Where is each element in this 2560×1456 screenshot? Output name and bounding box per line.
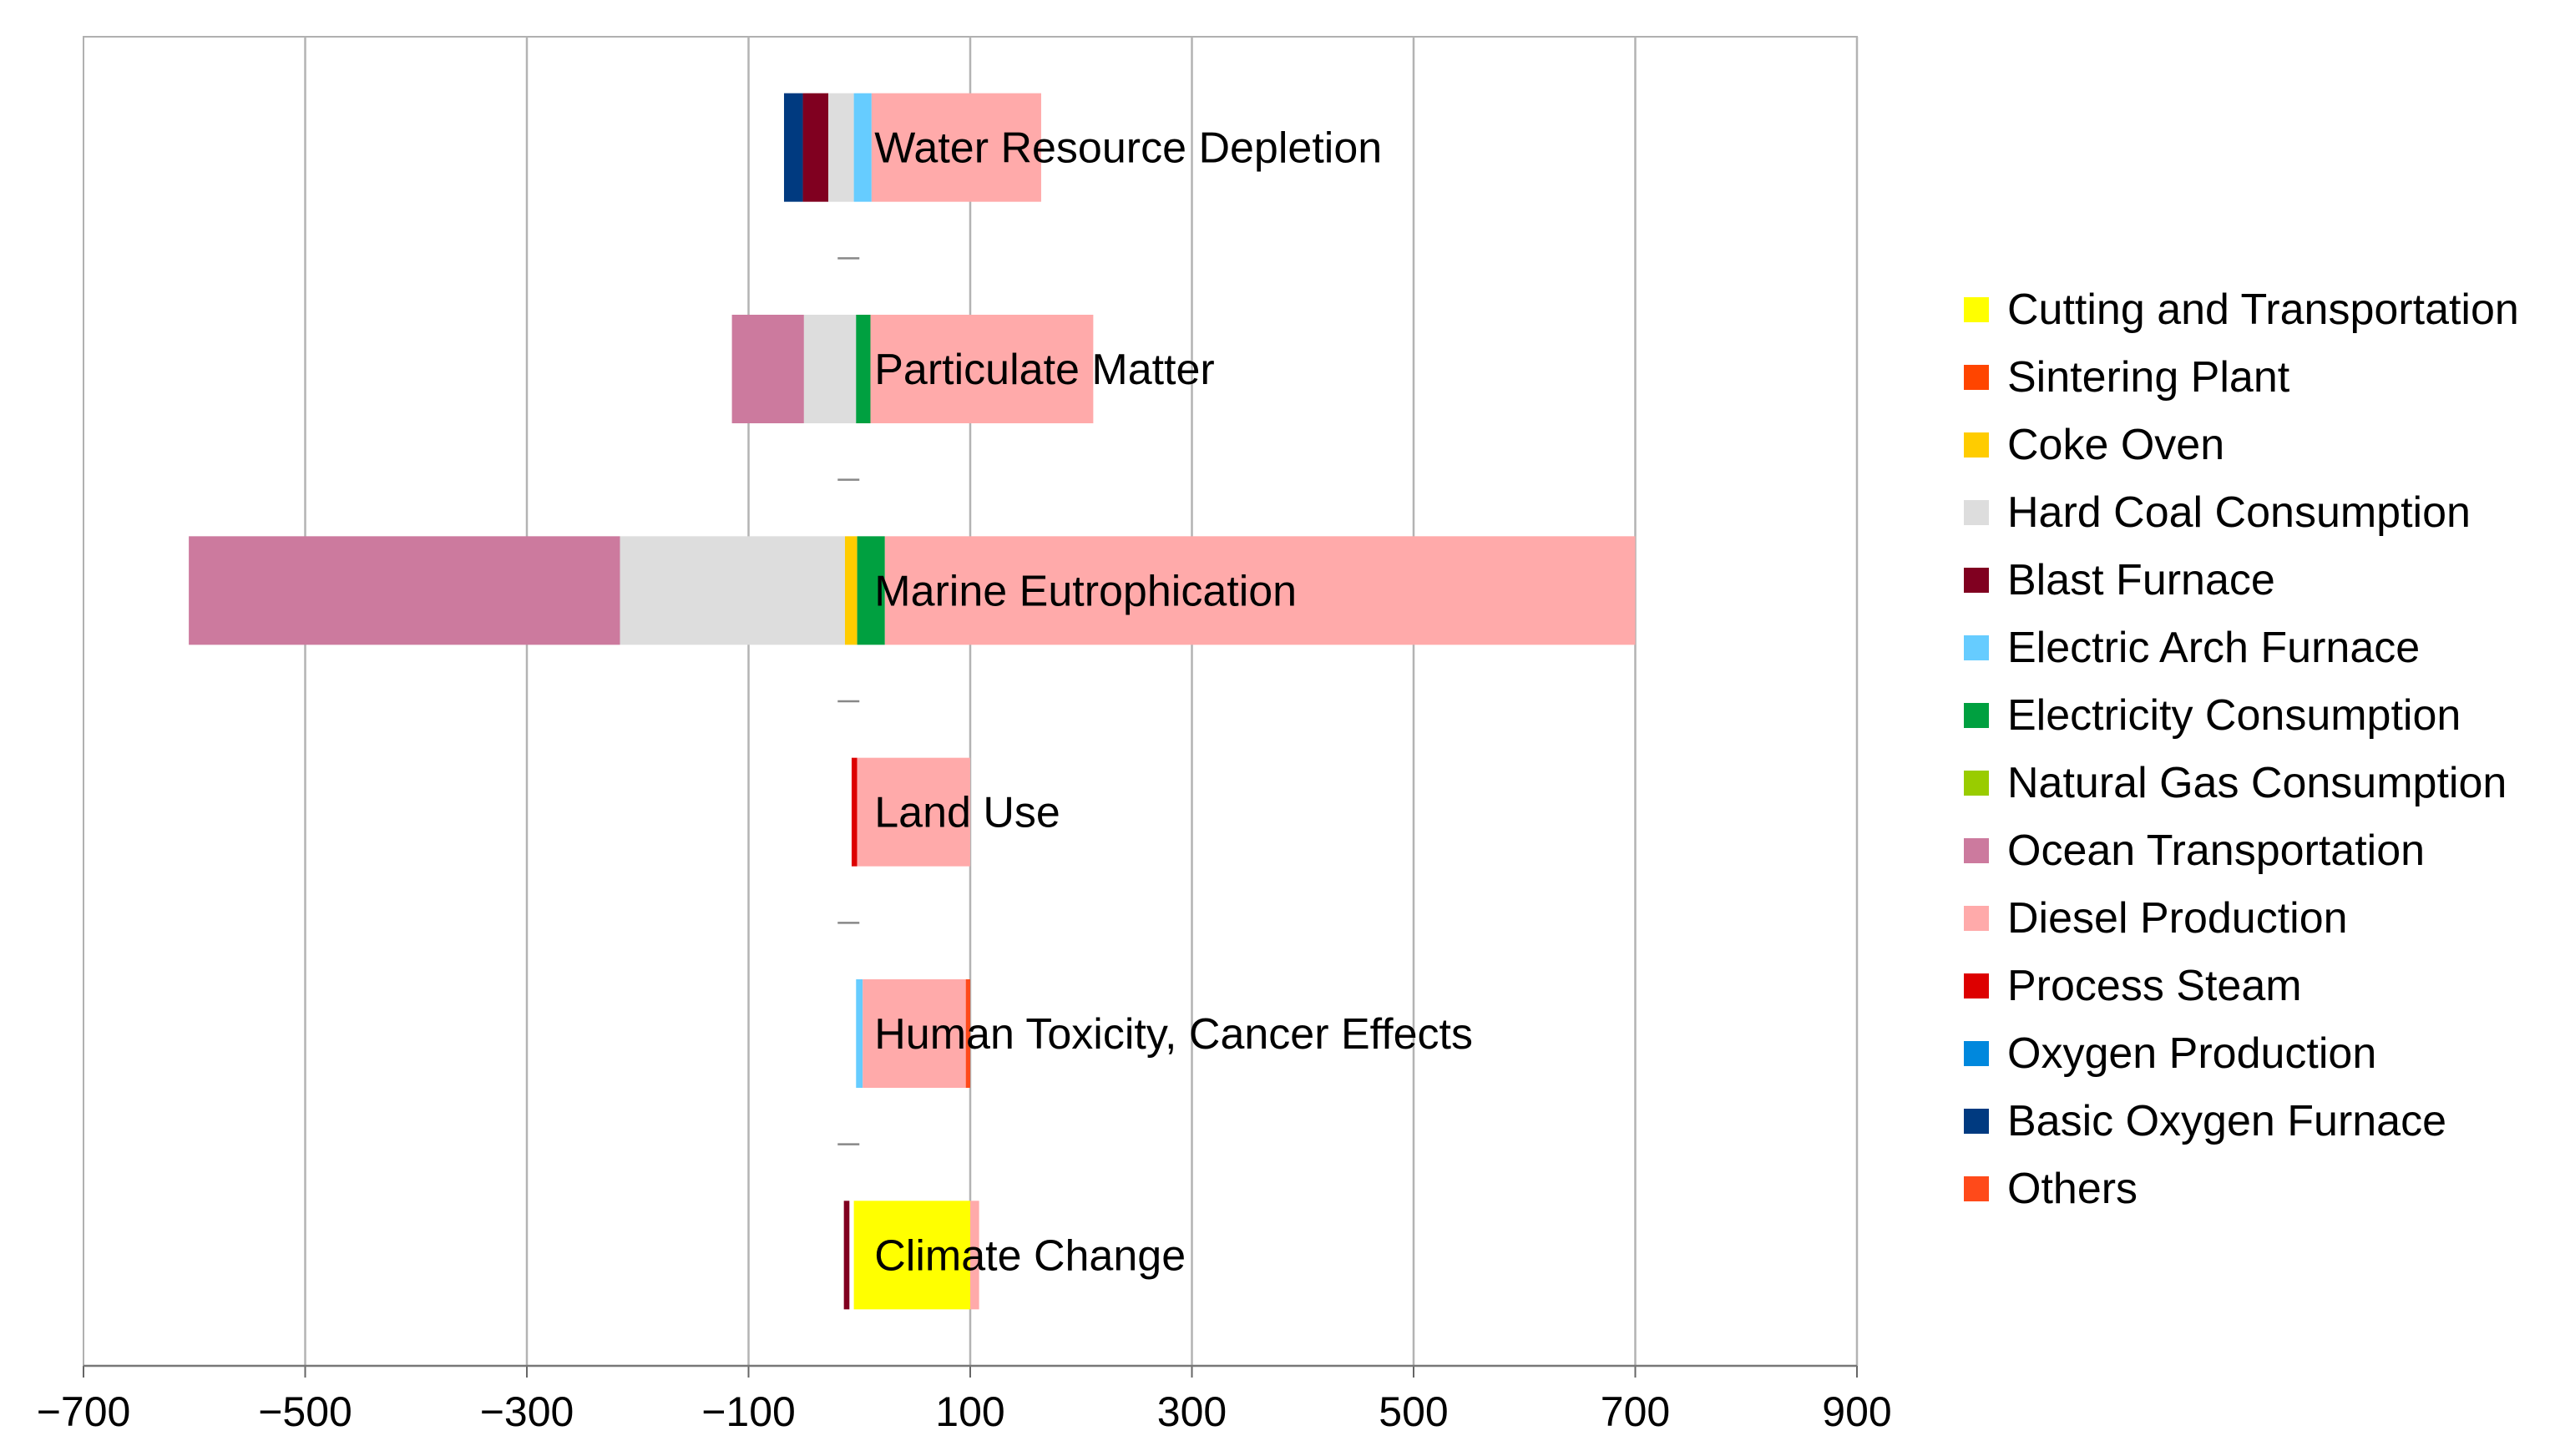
bar-segment-cutting-and-transportation	[853, 1201, 970, 1310]
bar-segment-electricity-consumption	[856, 315, 871, 423]
legend-item: Hard Coal Consumption	[1964, 478, 2519, 546]
x-tick-label: 300	[1157, 1388, 1227, 1435]
x-tick-label: 700	[1601, 1388, 1670, 1435]
category-label: Climate Change	[874, 1231, 1186, 1280]
legend-swatch	[1964, 973, 1989, 998]
legend-swatch	[1964, 770, 1989, 796]
category-label: Human Toxicity, Cancer Effects	[874, 1010, 1473, 1059]
legend-label: Process Steam	[2007, 961, 2302, 1010]
bar-segment-process-steam	[851, 757, 858, 867]
legend-item: Diesel Production	[1964, 884, 2519, 952]
bar-segment-blast-furnace	[802, 93, 829, 202]
legend-item: Electric Arch Furnace	[1964, 614, 2519, 681]
category-label: Marine Eutrophication	[874, 567, 1297, 615]
legend-label: Cutting and Transportation	[2007, 285, 2519, 334]
legend-item: Cutting and Transportation	[1964, 276, 2519, 343]
bar-segment-hard-coal-consumption	[620, 536, 845, 645]
bar-segment-electric-arch-furnace	[856, 979, 863, 1088]
bar-segment-others	[965, 979, 970, 1088]
x-tick-label: −500	[258, 1388, 352, 1435]
legend-item: Oxygen Production	[1964, 1019, 2519, 1087]
bar-segment-hard-coal-consumption	[803, 315, 857, 423]
bar-segment-coke-oven	[844, 536, 858, 645]
category-label: Land Use	[874, 789, 1060, 837]
bar-segment-ocean-transportation	[189, 536, 620, 645]
axes	[83, 257, 1858, 1378]
x-tick-label: 500	[1379, 1388, 1448, 1435]
legend-item: Sintering Plant	[1964, 343, 2519, 411]
legend-label: Blast Furnace	[2007, 555, 2275, 604]
bar-segment-basic-oxygen-furnace	[783, 93, 803, 202]
bar-segment-diesel-production	[863, 979, 966, 1088]
legend-label: Oxygen Production	[2007, 1029, 2377, 1078]
labels: −700 −500 −300 −100 100 300 500 700 900 Water Res…	[37, 124, 1892, 1435]
x-tick-label: −300	[480, 1388, 574, 1435]
legend-label: Natural Gas Consumption	[2007, 758, 2507, 807]
legend-label: Ocean Transportation	[2007, 826, 2426, 875]
bar-segment-diesel-production	[871, 93, 1041, 202]
legend-swatch	[1964, 837, 1989, 863]
legend-item: Electricity Consumption	[1964, 681, 2519, 749]
bar-segment-hard-coal-consumption	[828, 93, 854, 202]
bar-segment-blast-furnace	[843, 1201, 850, 1310]
legend-label: Electricity Consumption	[2007, 690, 2461, 740]
legend-item: Blast Furnace	[1964, 546, 2519, 614]
x-tick-label: −100	[701, 1388, 796, 1435]
legend-label: Electric Arch Furnace	[2007, 623, 2421, 672]
x-tick-label: 100	[935, 1388, 1004, 1435]
legend-item: Basic Oxygen Furnace	[1964, 1087, 2519, 1155]
bar-segment-diesel-production	[857, 757, 970, 867]
legend-swatch	[1964, 296, 1989, 322]
legend-item: Others	[1964, 1155, 2519, 1222]
legend-swatch	[1964, 1108, 1989, 1134]
legend-label: Hard Coal Consumption	[2007, 488, 2471, 537]
bar-segment-diesel-production	[970, 1201, 979, 1310]
legend-item: Process Steam	[1964, 952, 2519, 1019]
bar-segment-diesel-production	[884, 536, 1636, 645]
legend-item: Ocean Transportation	[1964, 816, 2519, 884]
legend-label: Others	[2007, 1164, 2138, 1213]
legend-label: Coke Oven	[2007, 420, 2225, 469]
legend-swatch	[1964, 567, 1989, 593]
legend-swatch	[1964, 432, 1989, 458]
bar-segment-ocean-transportation	[731, 315, 804, 423]
legend-label: Diesel Production	[2007, 893, 2348, 943]
legend: Cutting and Transportation Sintering Plan…	[1964, 276, 2519, 1222]
legend-swatch	[1964, 905, 1989, 931]
legend-swatch	[1964, 499, 1989, 525]
grid-lines	[304, 37, 1859, 1366]
bar-segment-electricity-consumption	[857, 536, 885, 645]
legend-swatch	[1964, 702, 1989, 728]
category-label: Water Resource Depletion	[874, 124, 1382, 173]
x-tick-label: −700	[37, 1388, 131, 1435]
legend-label: Basic Oxygen Furnace	[2007, 1096, 2447, 1145]
legend-swatch	[1964, 1175, 1989, 1201]
legend-swatch	[1964, 364, 1989, 390]
legend-swatch	[1964, 634, 1989, 660]
bar-segment-electric-arch-furnace	[853, 93, 872, 202]
legend-swatch	[1964, 1040, 1989, 1066]
category-label: Particulate Matter	[874, 346, 1215, 394]
legend-item: Natural Gas Consumption	[1964, 749, 2519, 816]
x-tick-label: 900	[1822, 1388, 1891, 1435]
bars	[189, 93, 1636, 1310]
legend-label: Sintering Plant	[2007, 352, 2290, 402]
legend-item: Coke Oven	[1964, 411, 2519, 478]
bar-segment-diesel-production	[870, 315, 1094, 423]
